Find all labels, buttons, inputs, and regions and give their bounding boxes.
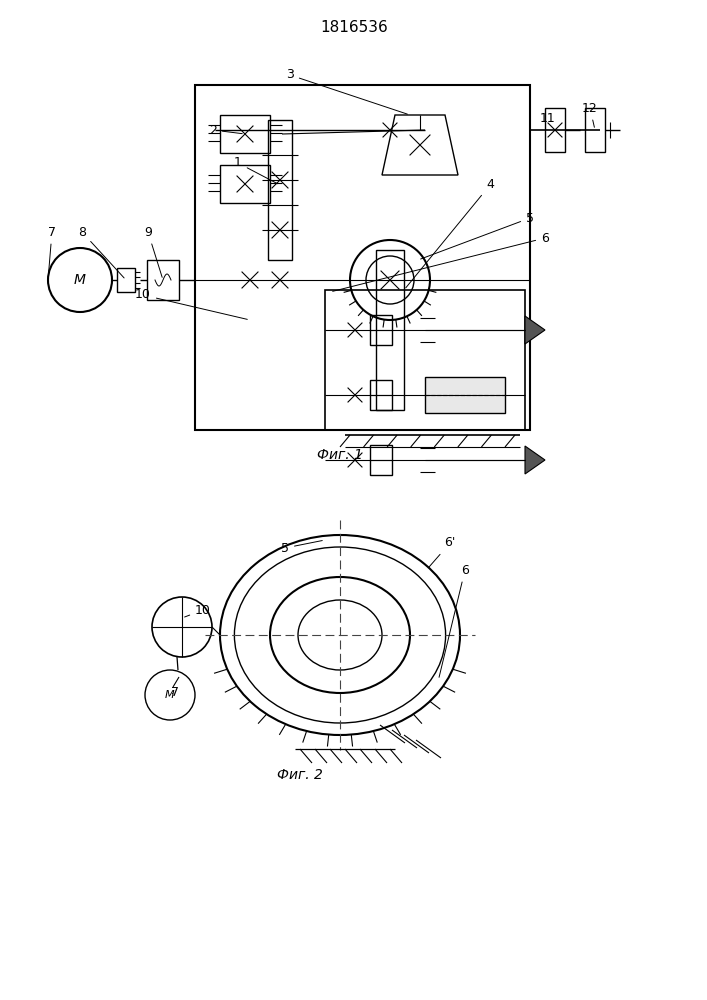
Bar [370,445,392,475]
Polygon shape [525,446,545,474]
Text: 7: 7 [48,226,56,277]
Text: Фиг. 2: Фиг. 2 [277,768,323,782]
Text: M: M [165,690,175,700]
Bar [220,165,270,203]
Text: M: M [74,273,86,287]
Bar [195,85,530,430]
Bar [117,268,135,292]
Bar [325,290,525,430]
Text: 6: 6 [439,564,469,677]
Polygon shape [525,316,545,344]
Bar [220,115,270,153]
Text: 8: 8 [78,226,124,278]
Bar [585,108,605,152]
Text: Фиг. 1: Фиг. 1 [317,448,363,462]
Text: 6: 6 [333,232,549,291]
Bar [545,108,565,152]
Text: 9: 9 [144,226,162,277]
Bar [147,260,179,300]
Text: 1816536: 1816536 [320,20,388,35]
Bar [268,120,292,260]
Bar [425,377,505,413]
Bar [370,380,392,410]
Bar [376,250,404,410]
Text: 2: 2 [209,123,243,136]
Text: 4: 4 [406,178,494,288]
Text: 10: 10 [135,288,247,319]
Text: 5: 5 [421,212,534,259]
Text: 5: 5 [281,541,322,554]
Text: 6': 6' [428,536,456,568]
Text: 3: 3 [286,68,407,114]
Text: 1: 1 [234,156,278,184]
Text: 10: 10 [185,603,211,617]
Bar [370,315,392,345]
Text: 12: 12 [582,102,598,127]
Text: 7: 7 [171,686,179,698]
Text: 11: 11 [540,111,556,130]
